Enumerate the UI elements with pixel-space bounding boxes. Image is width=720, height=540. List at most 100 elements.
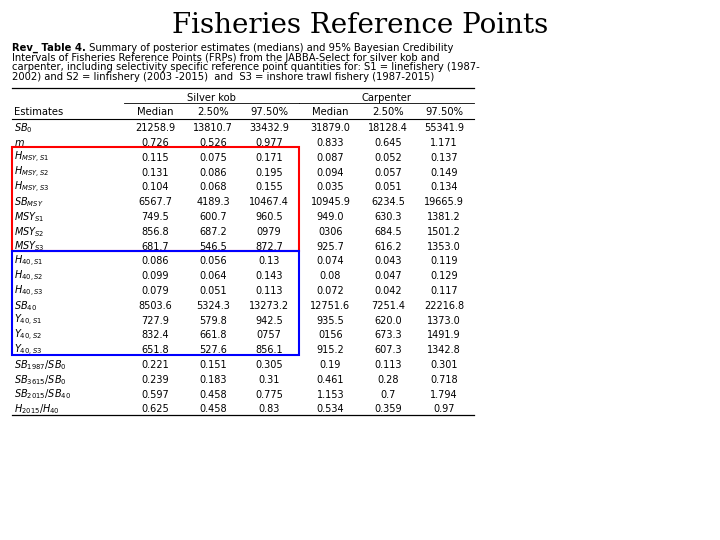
Text: 0.195: 0.195 [255,167,283,178]
Text: $\mathit{Y}_{40,S2}$: $\mathit{Y}_{40,S2}$ [14,328,42,343]
Text: 31879.0: 31879.0 [310,123,351,133]
Text: Fisheries Reference Points: Fisheries Reference Points [172,12,548,39]
Text: 0.31: 0.31 [258,375,279,385]
Text: 0.129: 0.129 [430,271,458,281]
Text: 0979: 0979 [257,227,282,237]
Text: 13810.7: 13810.7 [193,123,233,133]
Text: 5324.3: 5324.3 [196,301,230,311]
Text: 1501.2: 1501.2 [427,227,461,237]
Text: Median: Median [312,107,348,117]
Text: 0.08: 0.08 [320,271,341,281]
Text: 0.117: 0.117 [430,286,458,296]
Text: 925.7: 925.7 [317,241,344,252]
Text: 0.534: 0.534 [317,404,344,414]
Text: 0.094: 0.094 [317,167,344,178]
Text: 0.726: 0.726 [142,138,169,148]
Text: 0.305: 0.305 [255,360,283,370]
Text: 0.19: 0.19 [320,360,341,370]
Text: 0.047: 0.047 [374,271,402,281]
Text: 1381.2: 1381.2 [427,212,461,222]
Text: 960.5: 960.5 [255,212,283,222]
Text: 2.50%: 2.50% [197,107,229,117]
Text: 1.153: 1.153 [317,389,344,400]
Text: 579.8: 579.8 [199,315,227,326]
Text: 0.115: 0.115 [142,153,169,163]
Text: $\mathit{SB}_{2015}/\mathit{SB}_{40}$: $\mathit{SB}_{2015}/\mathit{SB}_{40}$ [14,388,71,401]
Text: 0.119: 0.119 [431,256,458,266]
Bar [12,251,299,355]
Text: 872.7: 872.7 [255,241,283,252]
Text: 935.5: 935.5 [317,315,344,326]
Text: 0.113: 0.113 [256,286,283,296]
Text: $\mathit{SB}_{1987}/\mathit{SB}_{0}$: $\mathit{SB}_{1987}/\mathit{SB}_{0}$ [14,358,67,372]
Text: 749.5: 749.5 [142,212,169,222]
Text: 0.104: 0.104 [142,183,169,192]
Text: 1353.0: 1353.0 [427,241,461,252]
Text: Silver kob: Silver kob [187,93,236,103]
Text: $\mathit{H}_{MSY,S2}$: $\mathit{H}_{MSY,S2}$ [14,165,49,180]
Text: Summary of posterior estimates (medians) and 95% Bayesian Credibility: Summary of posterior estimates (medians)… [86,43,454,53]
Text: 0.086: 0.086 [199,167,227,178]
Text: Rev_ Table 4.: Rev_ Table 4. [12,43,86,53]
Text: 0.151: 0.151 [199,360,227,370]
Text: 527.6: 527.6 [199,345,227,355]
Text: 0.134: 0.134 [431,183,458,192]
Text: 0.171: 0.171 [255,153,283,163]
Text: $\mathit{H}_{40,S1}$: $\mathit{H}_{40,S1}$ [14,254,43,269]
Text: 0.183: 0.183 [199,375,227,385]
Text: 22216.8: 22216.8 [424,301,464,311]
Text: 0.113: 0.113 [374,360,402,370]
Text: 10945.9: 10945.9 [310,197,351,207]
Text: 0.137: 0.137 [430,153,458,163]
Text: 687.2: 687.2 [199,227,227,237]
Text: $\mathit{SB}_{MSY}$: $\mathit{SB}_{MSY}$ [14,195,44,209]
Text: 681.7: 681.7 [142,241,169,252]
Text: 0.775: 0.775 [255,389,283,400]
Text: 0.13: 0.13 [258,256,279,266]
Text: 0.086: 0.086 [142,256,169,266]
Text: 0.833: 0.833 [317,138,344,148]
Text: 0.155: 0.155 [255,183,283,192]
Text: 0.099: 0.099 [142,271,169,281]
Text: 2.50%: 2.50% [372,107,404,117]
Text: 1373.0: 1373.0 [427,315,461,326]
Text: 1342.8: 1342.8 [427,345,461,355]
Text: 1491.9: 1491.9 [427,330,461,340]
Text: $\mathit{H}_{40,S2}$: $\mathit{H}_{40,S2}$ [14,268,43,284]
Text: 0.072: 0.072 [317,286,344,296]
Text: $\mathit{MSY}_{S1}$: $\mathit{MSY}_{S1}$ [14,210,45,224]
Text: 856.1: 856.1 [255,345,283,355]
Text: 0.645: 0.645 [374,138,402,148]
Text: 1.171: 1.171 [430,138,458,148]
Text: Rev_ Table 4.: Rev_ Table 4. [12,43,86,53]
Text: 0.087: 0.087 [317,153,344,163]
Text: 0.079: 0.079 [142,286,169,296]
Text: 0.042: 0.042 [374,286,402,296]
Text: 0.301: 0.301 [431,360,458,370]
Text: 0.131: 0.131 [142,167,169,178]
Text: 546.5: 546.5 [199,241,227,252]
Text: 0.97: 0.97 [433,404,455,414]
Text: $\mathit{Y}_{40,S3}$: $\mathit{Y}_{40,S3}$ [14,342,42,357]
Text: 630.3: 630.3 [374,212,402,222]
Text: 0156: 0156 [318,330,343,340]
Text: 18128.4: 18128.4 [368,123,408,133]
Text: 651.8: 651.8 [142,345,169,355]
Text: 661.8: 661.8 [199,330,227,340]
Text: 0.7: 0.7 [380,389,396,400]
Text: 0.597: 0.597 [142,389,169,400]
Text: 0.28: 0.28 [377,375,399,385]
Text: 607.3: 607.3 [374,345,402,355]
Text: 600.7: 600.7 [199,212,227,222]
Text: 684.5: 684.5 [374,227,402,237]
Text: 832.4: 832.4 [142,330,169,340]
Text: 0.075: 0.075 [199,153,227,163]
Text: 0.056: 0.056 [199,256,227,266]
Text: 0.359: 0.359 [374,404,402,414]
Text: 0.052: 0.052 [374,153,402,163]
Text: Carpenter: Carpenter [361,93,412,103]
Text: Intervals of Fisheries Reference Points (FRPs) from the JABBA-Select for silver : Intervals of Fisheries Reference Points … [12,53,440,63]
Text: 0.149: 0.149 [431,167,458,178]
Text: carpenter, including selectivity specific reference point quantities for: S1 = l: carpenter, including selectivity specifi… [12,63,480,72]
Text: 0.057: 0.057 [374,167,402,178]
